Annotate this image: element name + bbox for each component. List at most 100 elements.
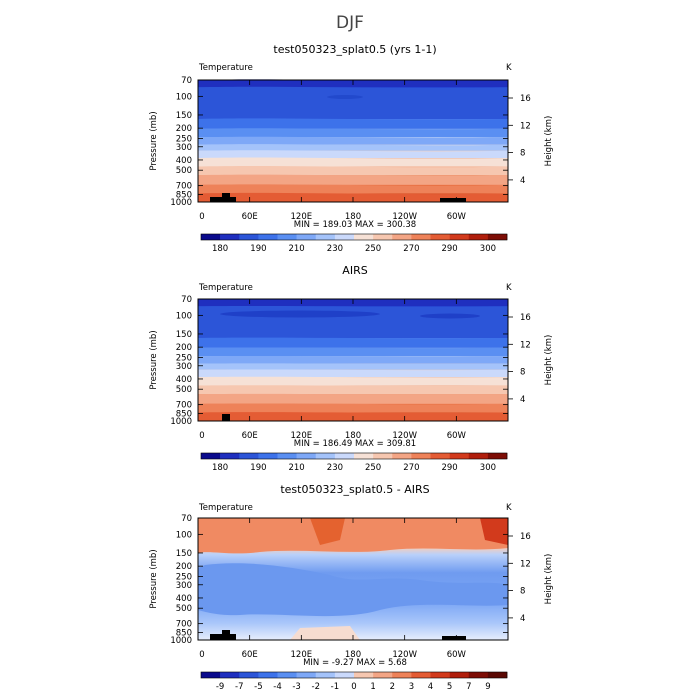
x-tick-label: 120W (392, 212, 417, 222)
x-tick-label: 120E (291, 431, 313, 441)
height-tick-label: 12 (520, 559, 531, 569)
colorbar-label: 210 (288, 463, 304, 473)
contour-band (198, 393, 508, 404)
contour-region-warm (198, 518, 508, 554)
colorbar-frame (200, 452, 508, 460)
colorbar-label: 7 (466, 682, 471, 692)
colorbar-swatch (315, 234, 336, 240)
colorbar-label: 270 (403, 463, 419, 473)
pressure-tick-label: 700 (176, 182, 192, 192)
pressure-tick-label: 500 (176, 385, 192, 395)
x-tick-label: 0 (199, 650, 204, 660)
terrain (440, 198, 466, 202)
colorbar-label: 180 (212, 244, 228, 254)
colorbar-label: 300 (480, 463, 496, 473)
colorbar-label: 5 (447, 682, 452, 692)
stats-text: MIN = -9.27 MAX = 5.68 (303, 658, 407, 668)
height-tick-label: 8 (520, 587, 525, 597)
contour-min-region (220, 310, 380, 318)
colorbar-label: 1 (370, 682, 375, 692)
terrain (222, 193, 230, 198)
colorbar-swatch (201, 453, 221, 459)
contour-band (198, 174, 508, 185)
pressure-tick-label: 1000 (170, 417, 192, 427)
height-tick-label: 16 (520, 313, 531, 323)
pressure-tick-label: 850 (176, 410, 192, 420)
colorbar-label: 190 (250, 463, 266, 473)
colorbar-label: 270 (403, 244, 419, 254)
panel-title: test050323_splat0.5 (yrs 1-1) (273, 43, 436, 56)
contour-band (198, 376, 508, 386)
colorbar-swatch (296, 453, 317, 459)
panel-title: AIRS (342, 264, 367, 277)
contour-region-neutral (290, 626, 360, 640)
stats-text: MIN = 186.49 MAX = 309.81 (294, 439, 416, 449)
colorbar-swatch (354, 234, 374, 240)
contour-band (198, 305, 508, 338)
colorbar-swatch (239, 672, 259, 678)
colorbar-label: 230 (327, 463, 343, 473)
contour-band (198, 136, 508, 145)
figure-title: DJF (336, 13, 364, 33)
pressure-tick-label: 400 (176, 156, 192, 166)
height-tick-label: 8 (520, 149, 525, 159)
colorbar-label: 290 (441, 244, 457, 254)
colorbar-label: 290 (441, 463, 457, 473)
x-tick-label: 120E (291, 212, 313, 222)
colorbar-swatch (258, 234, 278, 240)
colorbar-label: 2 (390, 682, 395, 692)
contour-band (198, 369, 508, 378)
colorbar-swatch (487, 234, 508, 240)
pressure-tick-label: 500 (176, 604, 192, 614)
colorbar-swatch (411, 672, 431, 678)
pressure-tick-label: 1000 (170, 198, 192, 208)
pressure-tick-label: 70 (181, 514, 192, 524)
x-tick-label: 120E (291, 650, 313, 660)
colorbar-swatch (430, 234, 450, 240)
height-tick-label: 4 (520, 176, 525, 186)
pressure-tick-label: 200 (176, 562, 192, 572)
colorbar-label: -3 (292, 682, 300, 692)
colorbar-label: 230 (327, 244, 343, 254)
colorbar-swatch (334, 234, 355, 240)
x-tick-label: 60E (242, 431, 258, 441)
contour-band (198, 403, 508, 413)
colorbar-swatch (296, 234, 317, 240)
colorbar-swatch (315, 453, 336, 459)
colorbar-swatch (373, 672, 393, 678)
colorbar-swatch (468, 234, 489, 240)
colorbar: 180 190 210 230 250 270 290 300 (200, 452, 508, 473)
x-tick-label: 120W (392, 431, 417, 441)
colorbar-label: 180 (212, 463, 228, 473)
pressure-tick-label: 250 (176, 572, 192, 582)
colorbar-swatch (487, 453, 508, 459)
contour-band (198, 385, 508, 395)
colorbar-swatch (334, 672, 355, 678)
terrain (222, 414, 230, 421)
colorbar-label: 190 (250, 244, 266, 254)
contour-band (198, 144, 508, 151)
colorbar-swatch (354, 672, 374, 678)
pressure-tick-label: 70 (181, 76, 192, 86)
pressure-tick-label: 400 (176, 594, 192, 604)
contour-band (198, 118, 508, 129)
colorbar-swatch (277, 672, 297, 678)
pressure-tick-label: 700 (176, 401, 192, 411)
colorbar-swatch (411, 234, 431, 240)
pressure-tick-label: 200 (176, 124, 192, 134)
colorbar-label: -4 (273, 682, 281, 692)
colorbar-label: -2 (312, 682, 320, 692)
colorbar-swatch (487, 672, 508, 678)
panel-right-label: K (506, 503, 512, 513)
pressure-tick-label: 400 (176, 375, 192, 385)
colorbar-swatch (449, 234, 470, 240)
y-axis-right-label: Height (km) (544, 116, 554, 167)
panel-2: AIRS Temperature K 701001502002503004005… (149, 264, 554, 473)
x-tick-label: 60W (447, 212, 467, 222)
pressure-tick-label: 500 (176, 166, 192, 176)
colorbar-swatch (220, 234, 240, 240)
pressure-tick-label: 150 (176, 549, 192, 559)
colorbar-swatch (468, 453, 489, 459)
contour-band (198, 157, 508, 167)
contour-min-region (420, 313, 480, 319)
